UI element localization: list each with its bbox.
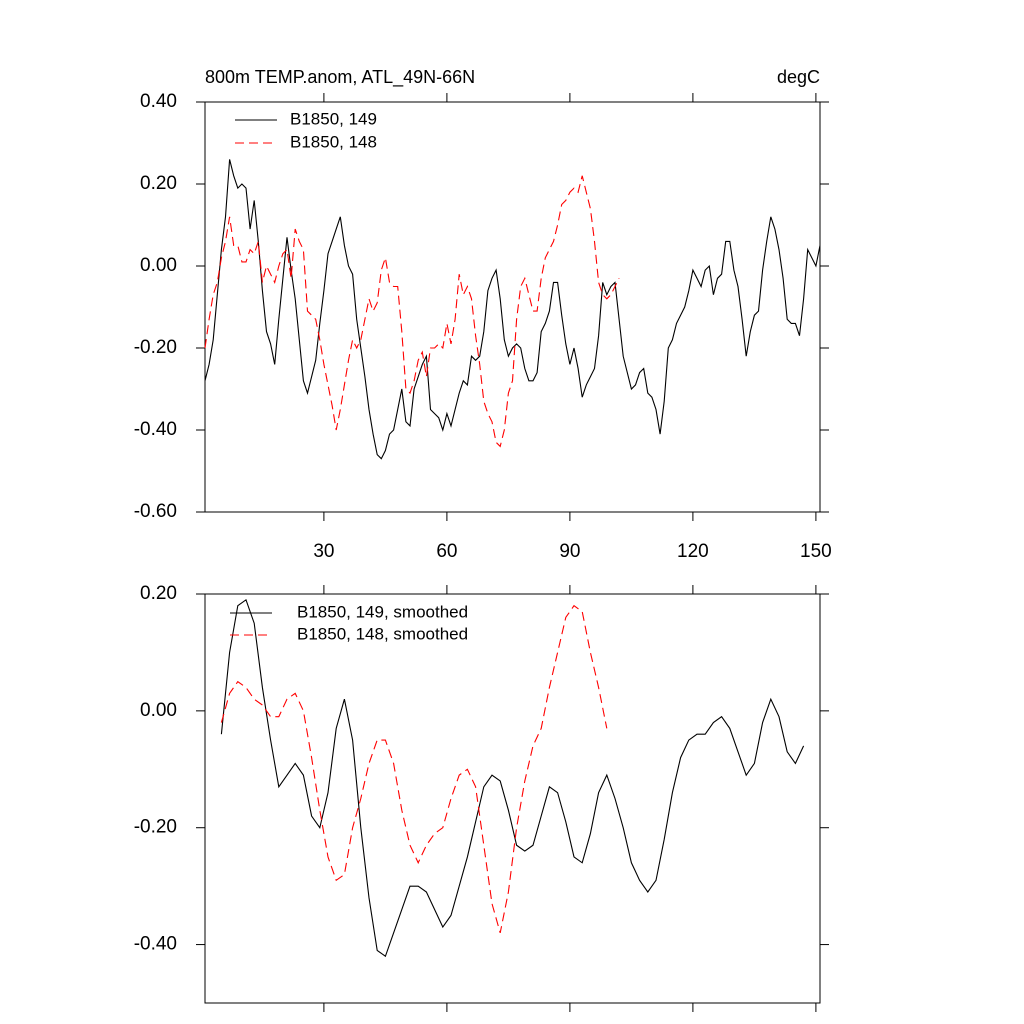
y-tick-label: -0.20 — [134, 337, 177, 358]
y-tick-label: 0.40 — [140, 91, 177, 112]
series-line — [220, 598, 805, 958]
x-tick-label: 60 — [436, 541, 457, 562]
y-tick-label: 0.00 — [140, 700, 177, 721]
x-tick-label: 90 — [559, 541, 580, 562]
y-tick-label: -0.20 — [134, 817, 177, 838]
legend-label: B1850, 149 — [290, 109, 377, 128]
legend-label: B1850, 148, smoothed — [297, 624, 468, 643]
legend-label: B1850, 149, smoothed — [297, 602, 468, 621]
plot-frame — [204, 593, 821, 1004]
x-tick-label: 120 — [677, 541, 709, 562]
chart-title: 800m TEMP.anom, ATL_49N-66N — [205, 67, 475, 88]
x-tick-label: 30 — [313, 541, 334, 562]
y-tick-label: 0.20 — [140, 583, 177, 604]
series-line — [220, 604, 608, 934]
series-line — [204, 159, 821, 460]
legend-label: B1850, 148 — [290, 132, 377, 151]
y-tick-label: 0.20 — [140, 173, 177, 194]
y-tick-label: -0.60 — [134, 501, 177, 522]
units-label: degC — [777, 67, 820, 87]
y-tick-label: -0.40 — [134, 934, 177, 955]
plot-frame — [204, 101, 821, 513]
y-tick-label: 0.00 — [140, 255, 177, 276]
x-tick-label: 150 — [800, 541, 832, 562]
series-line — [204, 175, 620, 448]
y-tick-label: -0.40 — [134, 419, 177, 440]
